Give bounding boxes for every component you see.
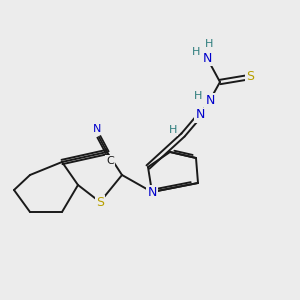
Text: H: H	[205, 39, 213, 49]
Text: C: C	[106, 156, 114, 166]
Text: N: N	[147, 185, 157, 199]
Text: H: H	[194, 91, 202, 101]
Text: N: N	[195, 109, 205, 122]
Text: H: H	[169, 125, 177, 135]
Text: N: N	[205, 94, 215, 106]
Text: N: N	[202, 52, 212, 64]
Text: N: N	[93, 124, 101, 134]
Text: H: H	[192, 47, 200, 57]
Text: S: S	[96, 196, 104, 208]
Text: S: S	[246, 70, 254, 83]
